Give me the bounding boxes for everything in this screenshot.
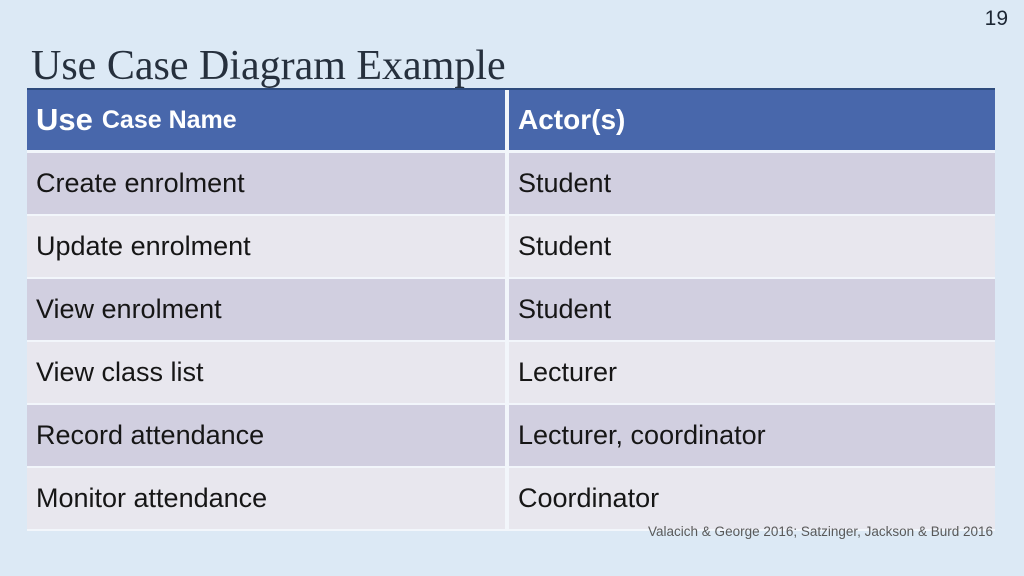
header-cell-actors: Actor(s) <box>509 90 995 150</box>
use-case-cell: Monitor attendance <box>27 468 509 529</box>
table-header-row: Use Case Name Actor(s) <box>27 88 995 153</box>
use-case-cell: Create enrolment <box>27 153 509 214</box>
actors-cell: Student <box>518 294 612 324</box>
citation: Valacich & George 2016; Satzinger, Jacks… <box>648 524 993 539</box>
use-case-cell: View enrolment <box>27 279 509 340</box>
actors-cell: Student <box>518 231 612 261</box>
table-row: View enrolment Student <box>27 279 995 342</box>
header-cell-use-case-name: Use Case Name <box>27 90 509 150</box>
actors-cell: Coordinator <box>518 483 660 513</box>
use-case-cell: Record attendance <box>27 405 509 466</box>
table-row: Create enrolment Student <box>27 153 995 216</box>
actors-cell: Lecturer, coordinator <box>518 420 766 450</box>
table-row: Record attendance Lecturer, coordinator <box>27 405 995 468</box>
slide-title: Use Case Diagram Example <box>31 43 506 90</box>
page-number: 19 <box>984 7 1008 30</box>
table-row: View class list Lecturer <box>27 342 995 405</box>
table-row: Update enrolment Student <box>27 216 995 279</box>
actors-cell: Student <box>518 168 612 198</box>
table-row: Monitor attendance Coordinator <box>27 468 995 531</box>
use-case-table: Use Case Name Actor(s) Create enrolment … <box>27 88 995 531</box>
header-label-actors: Actor(s) <box>518 104 626 135</box>
header-label-use: Use <box>36 102 93 137</box>
use-case-cell: View class list <box>27 342 509 403</box>
header-label-case-name: Case Name <box>101 105 237 134</box>
actors-cell: Lecturer <box>518 357 618 387</box>
use-case-cell: Update enrolment <box>27 216 509 277</box>
